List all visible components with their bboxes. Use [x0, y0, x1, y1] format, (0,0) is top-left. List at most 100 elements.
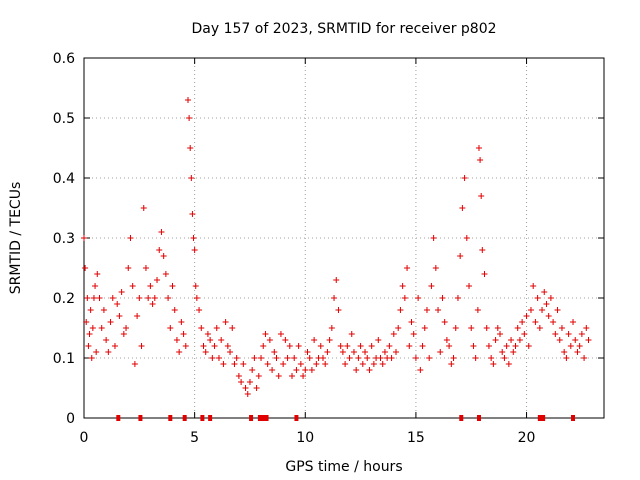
data-point	[302, 367, 309, 373]
data-point	[406, 343, 413, 349]
data-point	[145, 295, 152, 301]
data-point	[331, 295, 338, 301]
data-point	[266, 337, 273, 343]
data-point	[326, 337, 333, 343]
data-point	[581, 355, 588, 361]
data-point	[149, 301, 156, 307]
data-point	[525, 343, 532, 349]
data-point	[527, 307, 534, 313]
data-point	[280, 361, 287, 367]
data-point	[585, 337, 592, 343]
data-point	[127, 235, 134, 241]
y-tick-label: 0.1	[53, 351, 75, 367]
data-point	[364, 355, 371, 361]
x-axis-label: GPS time / hours	[285, 459, 402, 475]
data-point	[375, 337, 382, 343]
data-point	[297, 361, 304, 367]
data-point	[240, 361, 247, 367]
data-point	[202, 349, 209, 355]
data-point	[190, 235, 197, 241]
data-point	[193, 295, 200, 301]
data-point	[508, 337, 515, 343]
data-point	[510, 349, 517, 355]
data-point	[138, 343, 145, 349]
data-point	[395, 325, 402, 331]
data-point	[196, 307, 203, 313]
data-point	[379, 361, 386, 367]
data-point	[322, 361, 329, 367]
data-point	[258, 355, 265, 361]
flag-marker	[257, 415, 262, 421]
data-point	[286, 343, 293, 349]
data-point	[218, 337, 225, 343]
data-point	[191, 247, 198, 253]
data-point	[386, 343, 393, 349]
data-point	[125, 265, 132, 271]
data-point	[136, 295, 143, 301]
data-point	[370, 361, 377, 367]
data-point	[304, 349, 311, 355]
data-point	[317, 343, 324, 349]
data-point	[523, 313, 530, 319]
data-point	[123, 325, 130, 331]
data-point	[578, 331, 585, 337]
data-point	[89, 325, 96, 331]
data-point	[273, 355, 280, 361]
data-point	[432, 265, 439, 271]
data-point	[550, 319, 557, 325]
data-point	[238, 379, 245, 385]
data-point	[450, 355, 457, 361]
data-point	[162, 271, 169, 277]
data-point	[147, 283, 154, 289]
data-point	[501, 355, 508, 361]
y-axis-label: SRMTID / TECUs	[8, 182, 24, 295]
y-tick-label: 0.2	[53, 291, 75, 307]
data-point	[421, 325, 428, 331]
flag-marker	[537, 415, 542, 421]
flag-marker	[168, 415, 173, 421]
data-point	[156, 247, 163, 253]
data-point	[289, 373, 295, 379]
axis-ticks	[83, 57, 604, 419]
data-point	[478, 193, 485, 199]
data-point	[224, 343, 231, 349]
data-point	[260, 343, 267, 349]
data-point	[86, 331, 93, 337]
data-point	[452, 325, 459, 331]
data-point	[249, 367, 256, 373]
data-point	[103, 337, 110, 343]
data-point	[158, 229, 165, 235]
data-point	[246, 379, 253, 385]
data-point	[459, 205, 466, 211]
data-point	[346, 355, 353, 361]
y-tick-label: 0.6	[53, 51, 75, 67]
data-point	[269, 367, 276, 373]
x-tick-labels: 0 5 10 15 20	[80, 430, 536, 446]
data-point	[93, 349, 100, 355]
data-point	[167, 325, 174, 331]
data-point	[178, 319, 185, 325]
flag-marker	[138, 415, 143, 421]
data-point	[335, 307, 342, 313]
data-point	[488, 355, 495, 361]
data-point	[470, 343, 477, 349]
data-point	[306, 355, 313, 361]
data-point	[519, 319, 526, 325]
data-point	[430, 235, 437, 241]
data-point	[116, 313, 123, 319]
data-point	[435, 307, 442, 313]
data-point	[85, 343, 92, 349]
data-point	[497, 331, 503, 337]
data-point	[565, 331, 572, 337]
data-point	[567, 343, 574, 349]
flag-marker	[476, 415, 481, 421]
data-point	[200, 343, 207, 349]
data-point	[410, 331, 417, 337]
data-point	[328, 325, 335, 331]
data-point	[426, 355, 433, 361]
data-point	[368, 343, 375, 349]
data-point	[198, 325, 205, 331]
data-point	[182, 343, 189, 349]
flag-marker	[294, 415, 299, 421]
data-point	[235, 373, 242, 379]
